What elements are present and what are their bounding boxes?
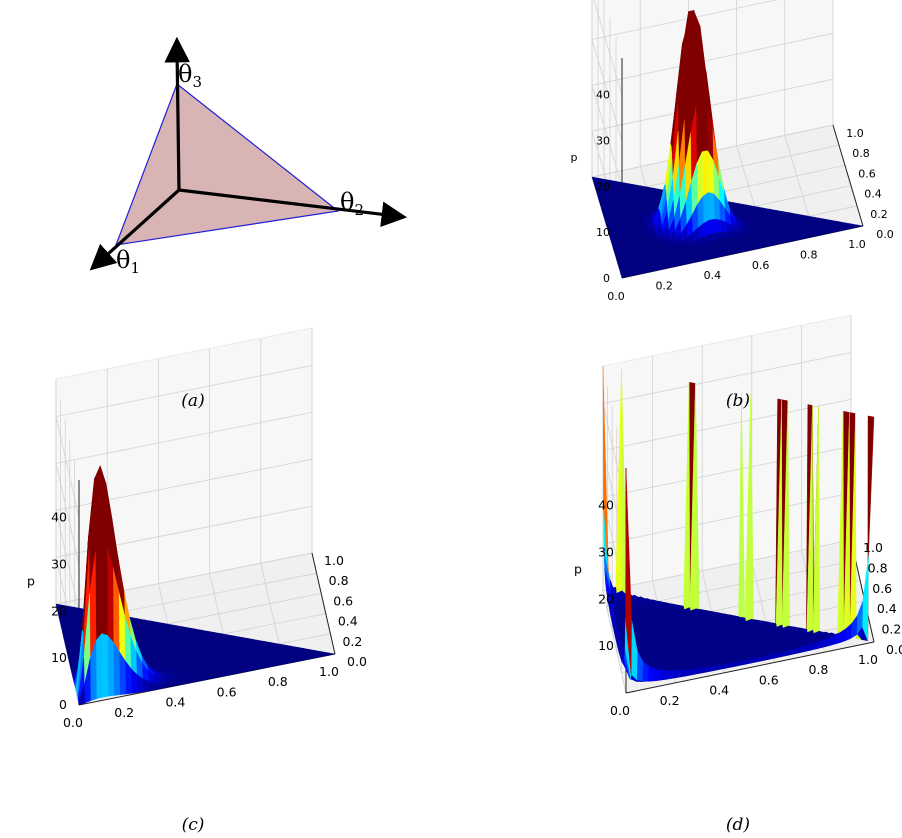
panel-d-y-tick-label: 0.4 bbox=[877, 601, 897, 616]
panel-c-y-axis bbox=[311, 552, 336, 655]
panel-b-x-tick-label: 1.0 bbox=[848, 238, 866, 251]
panel-b-surface bbox=[591, 10, 864, 279]
panel-d-x-tick-label: 0.2 bbox=[660, 693, 680, 708]
panel-b-y-tick-label: 0.2 bbox=[870, 208, 888, 221]
panel-d-x-tick-label: 0.4 bbox=[709, 683, 729, 698]
panel-b-z-tick-label: 0 bbox=[603, 272, 610, 285]
panel-d-z-tick-label: 10 bbox=[598, 638, 614, 653]
panel-d-z-tick-label: 40 bbox=[598, 498, 614, 513]
panel-c-z-tick-label: 20 bbox=[51, 603, 67, 618]
panel-c-y-tick-label: 0.6 bbox=[333, 593, 353, 608]
panel-d-z-tick-label: 30 bbox=[598, 544, 614, 559]
panel-c-z-tick-label: 40 bbox=[51, 510, 67, 525]
panel-b-y-tick-label: 0.4 bbox=[864, 188, 882, 201]
panel-b-x-tick-label: 0.6 bbox=[752, 259, 770, 272]
panel-b-x-tick-label: 0.2 bbox=[655, 280, 673, 293]
panel-b-z-tick-label: 30 bbox=[596, 135, 610, 148]
panel-b-x-tick-label: 0.0 bbox=[607, 290, 625, 303]
panel-b-plot: 20.00,20.00,20.000.00.20.40.60.81.00.00.… bbox=[571, 0, 894, 303]
panel-b-y-tick-label: 0.6 bbox=[858, 167, 876, 180]
panel-b-y-tick-label: 0.0 bbox=[876, 228, 894, 241]
panel-d-x-axis bbox=[625, 641, 875, 694]
panel-c-x-tick-label: 0.4 bbox=[165, 695, 185, 710]
panel-b-y-axis bbox=[832, 124, 864, 227]
panel-d-plot: 0.10,0.10,0.100.00.20.40.60.81.00.00.20.… bbox=[574, 314, 902, 718]
theta3-label: θ3 bbox=[178, 60, 202, 91]
panel-c-z-tick-label: 30 bbox=[51, 556, 67, 571]
panel-b-z-tick-label: 40 bbox=[596, 89, 610, 102]
panel-d-x-tick-label: 1.0 bbox=[858, 652, 878, 667]
panel-c-y-tick-label: 0.4 bbox=[338, 614, 358, 629]
theta1-label: θ1 bbox=[116, 246, 140, 277]
panel-c-x-tick-label: 0.2 bbox=[114, 705, 134, 720]
panel-d-x-tick-label: 0.8 bbox=[808, 662, 828, 677]
theta1-axis bbox=[89, 188, 181, 271]
panel-c-x-tick-label: 0.0 bbox=[63, 715, 83, 730]
panel-c-x-tick-label: 0.6 bbox=[217, 684, 237, 699]
panel-d-x-tick-label: 0.6 bbox=[759, 672, 779, 687]
panel-c-x-tick-label: 1.0 bbox=[319, 664, 339, 679]
panel-c-z-tick-label: 10 bbox=[51, 650, 67, 665]
panel-d-y-tick-label: 1.0 bbox=[863, 540, 883, 555]
panel-b-y-tick-label: 1.0 bbox=[846, 127, 864, 140]
panel-c-plot: 3.00,3.00,20.000.00.20.40.60.81.00.00.20… bbox=[27, 327, 367, 730]
theta2-label: θ2 bbox=[340, 188, 364, 219]
panel-d-x-tick-label: 0.0 bbox=[610, 703, 630, 718]
panel-d-z-axis-label: p bbox=[574, 561, 582, 576]
panel-c-y-tick-label: 0.0 bbox=[347, 654, 367, 669]
simplex-face bbox=[115, 83, 340, 246]
panel-b-x-tick-label: 0.8 bbox=[800, 248, 818, 261]
panel-b-x-tick-label: 0.4 bbox=[704, 269, 722, 282]
theta2-axis bbox=[178, 188, 408, 227]
panel-c-surface bbox=[55, 465, 336, 706]
panel-d-y-tick-label: 0.8 bbox=[868, 560, 888, 575]
caption-a: (a) bbox=[181, 391, 204, 411]
panel-c-z-axis-label: p bbox=[27, 573, 35, 588]
panel-d-y-tick-label: 0.6 bbox=[872, 581, 892, 596]
panel-b-z-axis-label: p bbox=[571, 151, 578, 164]
caption-d: (d) bbox=[726, 815, 750, 835]
panel-d-z-tick-label: 20 bbox=[598, 591, 614, 606]
panel-b-y-tick-label: 0.8 bbox=[852, 147, 870, 160]
simplex-diagram: θ3 θ2 θ1 bbox=[89, 36, 408, 277]
panel-d-y-tick-label: 0.2 bbox=[881, 622, 901, 637]
panel-b-z-tick-label: 20 bbox=[596, 180, 610, 193]
caption-c: (c) bbox=[182, 815, 205, 835]
panel-c-x-tick-label: 0.8 bbox=[268, 674, 288, 689]
panel-c-y-tick-label: 0.8 bbox=[329, 573, 349, 588]
panel-d-surface bbox=[602, 365, 875, 682]
theta3-axis bbox=[164, 36, 191, 191]
panel-c-y-tick-label: 0.2 bbox=[342, 634, 362, 649]
panel-c-y-tick-label: 1.0 bbox=[324, 553, 344, 568]
caption-b: (b) bbox=[726, 391, 750, 411]
panel-c-z-tick-label: 0 bbox=[59, 697, 67, 712]
panel-b-z-tick-label: 10 bbox=[596, 226, 610, 239]
panel-d-y-tick-label: 0.0 bbox=[886, 642, 902, 657]
